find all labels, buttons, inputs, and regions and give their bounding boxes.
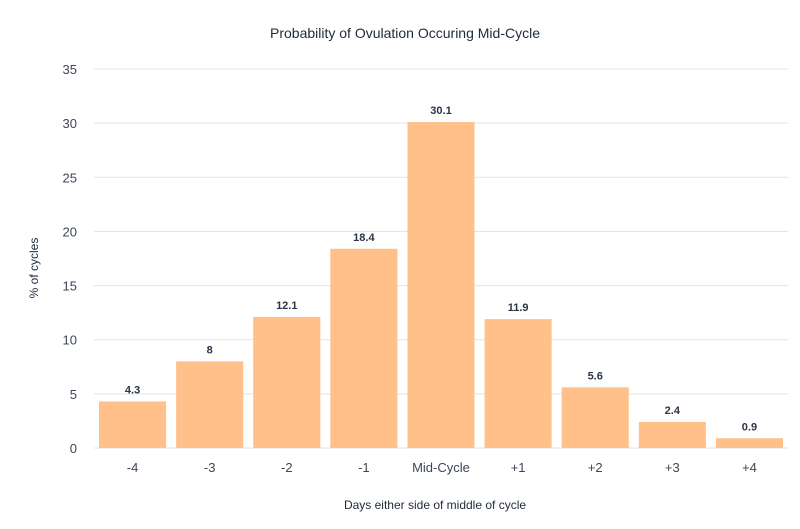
y-tick-label: 35 bbox=[63, 62, 77, 77]
x-tick-label: -2 bbox=[281, 460, 293, 475]
bar bbox=[407, 122, 475, 448]
bar bbox=[638, 422, 706, 448]
data-label: 5.6 bbox=[588, 370, 603, 382]
bar bbox=[253, 316, 321, 448]
bar bbox=[561, 387, 629, 448]
x-tick-label: +4 bbox=[742, 460, 757, 475]
x-tick-label: +1 bbox=[511, 460, 526, 475]
x-tick-label: -1 bbox=[358, 460, 370, 475]
bar bbox=[330, 248, 398, 448]
x-tick-label: Mid-Cycle bbox=[412, 460, 470, 475]
y-tick-label: 5 bbox=[70, 387, 77, 402]
y-tick-label: 20 bbox=[63, 224, 77, 239]
chart-title: Probability of Ovulation Occuring Mid-Cy… bbox=[270, 25, 540, 41]
y-tick-label: 15 bbox=[63, 279, 77, 294]
y-tick-label: 10 bbox=[63, 333, 77, 348]
x-axis-label: Days either side of middle of cycle bbox=[344, 498, 526, 512]
data-label: 2.4 bbox=[665, 405, 681, 417]
data-label: 30.1 bbox=[430, 105, 451, 117]
data-label: 12.1 bbox=[276, 300, 297, 312]
bar bbox=[99, 401, 167, 448]
bar bbox=[484, 319, 552, 448]
x-tick-label: -4 bbox=[127, 460, 139, 475]
data-label: 0.9 bbox=[742, 421, 757, 433]
y-tick-label: 0 bbox=[70, 441, 77, 456]
data-label: 4.3 bbox=[125, 384, 140, 396]
y-axis-label: % of cycles bbox=[27, 238, 41, 299]
y-tick-label: 30 bbox=[63, 116, 77, 131]
y-tick-label: 25 bbox=[63, 170, 77, 185]
x-tick-label: +3 bbox=[665, 460, 680, 475]
bars bbox=[99, 122, 783, 448]
bar bbox=[176, 361, 244, 448]
x-tick-label: +2 bbox=[588, 460, 603, 475]
data-labels: 4.3 8 12.1 18.4 30.1 11.9 5.6 2.4 0.9 bbox=[125, 105, 757, 433]
data-label: 8 bbox=[207, 344, 213, 356]
x-axis-ticks: -4 -3 -2 -1 Mid-Cycle +1 +2 +3 +4 bbox=[127, 460, 757, 475]
data-label: 18.4 bbox=[353, 232, 375, 244]
x-tick-label: -3 bbox=[204, 460, 216, 475]
data-label: 11.9 bbox=[508, 302, 529, 314]
y-axis-ticks: 0 5 10 15 20 25 30 35 bbox=[63, 62, 77, 456]
bar bbox=[715, 438, 783, 448]
